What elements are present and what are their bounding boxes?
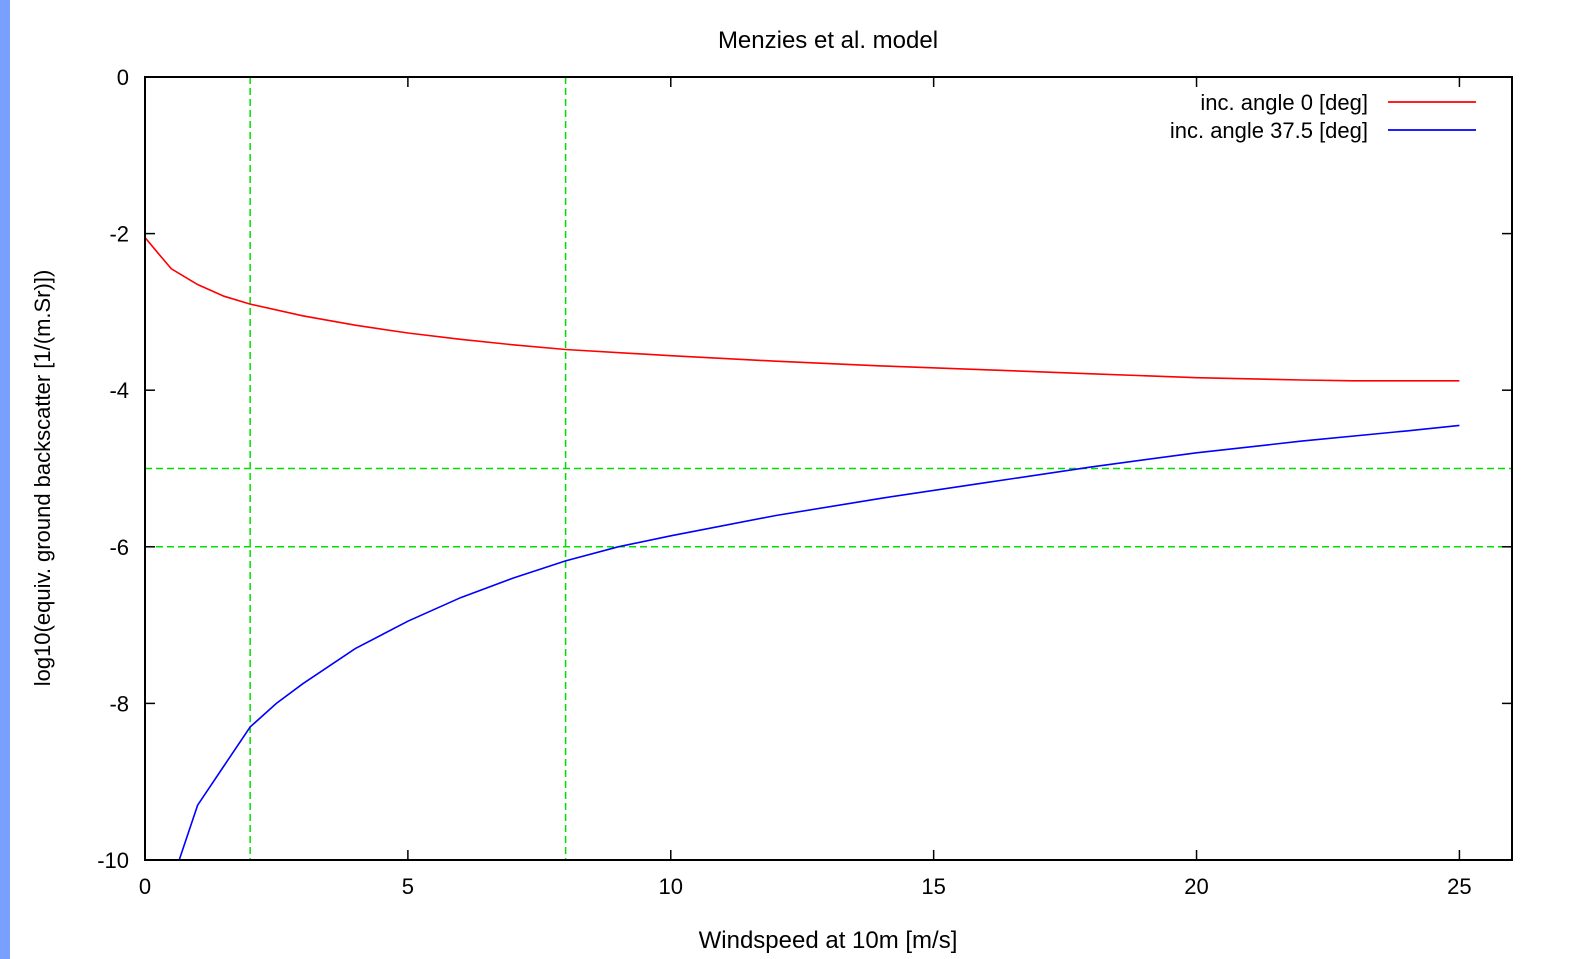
y-tick-label: -8 <box>109 691 129 716</box>
y-axis-label: log10(equiv. ground backscatter [1/(m.Sr… <box>30 270 55 687</box>
legend: inc. angle 0 [deg] inc. angle 37.5 [deg] <box>1170 90 1476 143</box>
x-axis-label: Windspeed at 10m [m/s] <box>699 927 958 954</box>
x-tick-label: 15 <box>921 874 945 899</box>
legend-entry-label: inc. angle 0 [deg] <box>1200 90 1368 115</box>
y-tick-label: -6 <box>109 535 129 560</box>
y-tick-label: -4 <box>109 378 129 403</box>
plot-area: 0 5 10 15 20 25 0 -2 -4 -6 -8 -10 <box>97 65 1513 899</box>
series-line-0 <box>145 236 1460 382</box>
legend-entry-label: inc. angle 37.5 [deg] <box>1170 118 1368 143</box>
plot-border <box>144 76 1513 861</box>
x-tick-label: 25 <box>1447 874 1471 899</box>
series-group <box>145 236 1460 860</box>
y-tick-label: -10 <box>97 848 129 873</box>
series-line-1 <box>178 424 1460 860</box>
chart-title: Menzies et al. model <box>718 27 938 54</box>
x-tick-label: 20 <box>1184 874 1208 899</box>
window-edge <box>0 0 10 959</box>
x-tick-label: 5 <box>402 874 414 899</box>
x-tick-label: 10 <box>659 874 683 899</box>
y-tick-label: -2 <box>109 222 129 247</box>
y-tick-label: 0 <box>117 65 129 90</box>
x-tick-label: 0 <box>139 874 151 899</box>
